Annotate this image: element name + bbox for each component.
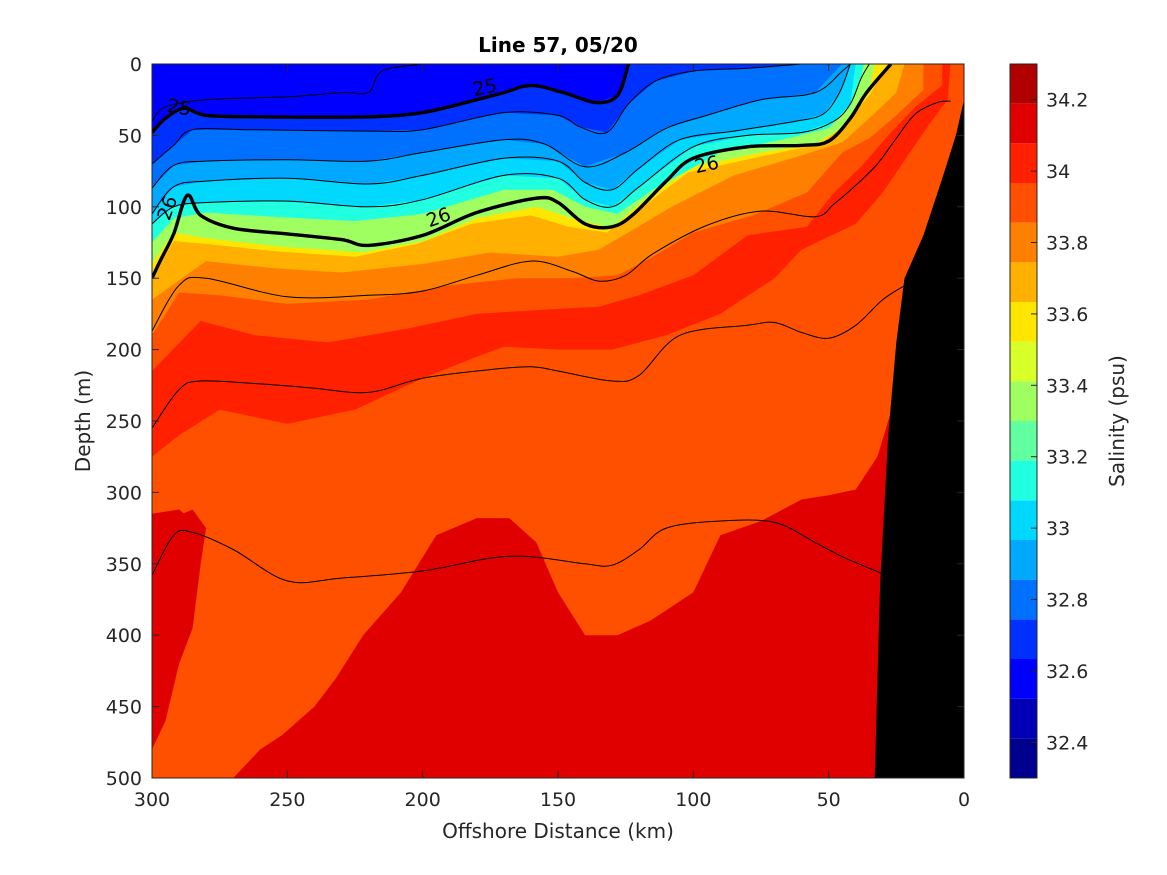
isopycnal-thin-contour — [152, 282, 911, 429]
colorbar-swatch — [1010, 619, 1037, 659]
colorbar-tick-label: 33.2 — [1046, 447, 1088, 469]
colorbar-swatch — [1010, 698, 1037, 739]
isopycnal-thin-contour — [152, 519, 883, 584]
colorbar-swatch — [1010, 262, 1037, 302]
chart-title: Line 57, 05/20 — [478, 33, 638, 57]
y-tick-label: 300 — [106, 482, 142, 504]
y-axis-label: Depth (m) — [71, 370, 95, 472]
y-tick-label: 200 — [106, 340, 142, 362]
colorbar-swatch — [1010, 103, 1037, 144]
x-tick-label: 100 — [675, 789, 711, 811]
isopycnal-contours — [152, 64, 951, 584]
y-tick-label: 250 — [106, 411, 142, 433]
y-tick-label: 400 — [106, 625, 142, 647]
x-tick-label: 200 — [405, 789, 441, 811]
colorbar-swatch — [1010, 183, 1037, 223]
x-tick-label: 300 — [134, 789, 170, 811]
y-tick-label: 0 — [130, 54, 142, 76]
x-tick-label: 250 — [269, 789, 305, 811]
colorbar-swatch — [1010, 659, 1037, 699]
y-tick-label: 500 — [106, 768, 142, 790]
x-tick-label: 0 — [958, 789, 970, 811]
y-tick-label: 50 — [118, 125, 142, 147]
colorbar-swatch — [1010, 738, 1037, 778]
isopycnal-thin-contour — [152, 64, 851, 215]
colorbar-tick-label: 34 — [1046, 161, 1070, 183]
y-tick-label: 350 — [106, 554, 142, 576]
isopycnal-thin-contour — [152, 64, 802, 165]
colorbar: 32.4 32.6 32.8 33 33.2 33.4 33.6 33.8 34 34.2 — [1009, 63, 1088, 779]
isopycnal-thin-contour — [152, 64, 851, 189]
colorbar-swatch — [1010, 540, 1037, 580]
isopycnal-thin-contour — [152, 64, 870, 225]
colorbar-tick-label: 34.2 — [1046, 90, 1088, 112]
colorbar-tick-label: 32.6 — [1046, 661, 1088, 683]
isopycnal-label: 25 — [471, 75, 499, 102]
colorbar-swatch — [1010, 302, 1037, 342]
salinity-band — [152, 509, 198, 600]
colorbar-swatch — [1010, 143, 1037, 183]
salinity-band — [152, 64, 964, 778]
y-tick-label: 100 — [106, 197, 142, 219]
seafloor — [874, 99, 964, 778]
colorbar-swatch — [1010, 460, 1037, 501]
colorbar-tick-label: 33.6 — [1046, 304, 1088, 326]
colorbar-frame — [1009, 63, 1038, 779]
x-axis-ticks: 300 250 200 150 100 50 0 — [134, 64, 970, 811]
y-tick-label: 150 — [106, 268, 142, 290]
isopycnal-contour-26 — [152, 64, 893, 279]
colorbar-swatch — [1010, 421, 1037, 461]
y-tick-label: 450 — [106, 697, 142, 719]
isopycnal-thin-contour — [152, 100, 951, 332]
colorbar-tick-label: 33.8 — [1046, 233, 1088, 255]
colorbar-label: Salinity (psu) — [1105, 355, 1129, 487]
isopycnal-label: 25 — [165, 95, 193, 121]
isopycnal-thin-contour — [152, 64, 423, 122]
x-tick-label: 150 — [540, 789, 576, 811]
colorbar-swatch — [1010, 500, 1037, 540]
isopycnal-contour-25 — [152, 64, 631, 134]
colorbar-tick-label: 33 — [1046, 518, 1070, 540]
y-axis-ticks: 0 50 100 150 200 250 300 350 400 450 500 — [106, 54, 964, 790]
colorbar-tick-label: 33.4 — [1046, 375, 1088, 397]
colorbar-tick-label: 32.8 — [1046, 590, 1088, 612]
seafloor-mask — [874, 99, 964, 778]
colorbar-swatch — [1010, 341, 1037, 382]
x-axis-label: Offshore Distance (km) — [442, 819, 674, 843]
colorbar-swatch — [1010, 64, 1037, 104]
isopycnal-label: 26 — [693, 152, 721, 179]
colorbar-swatch — [1010, 381, 1037, 421]
x-tick-label: 50 — [817, 789, 841, 811]
colorbar-tick-label: 32.4 — [1046, 732, 1088, 754]
